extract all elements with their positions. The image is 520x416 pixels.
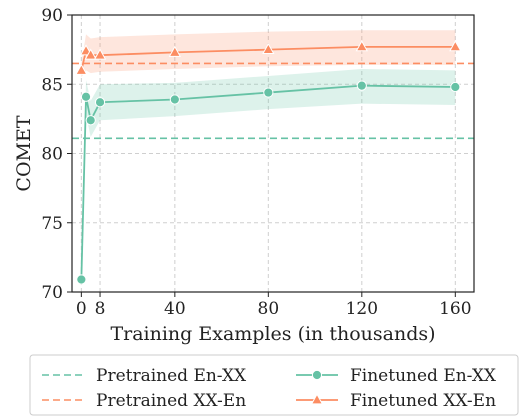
marker-finetuned-xx-en — [449, 40, 462, 52]
legend-label: Pretrained En-XX — [96, 366, 247, 386]
legend-marker — [311, 369, 323, 381]
marker-finetuned-en-xx — [450, 81, 461, 93]
legend-box — [29, 354, 519, 416]
x-axis-label: Training Examples (in thousands) — [110, 323, 435, 345]
marker-finetuned-xx-en — [262, 43, 275, 55]
marker-finetuned-en-xx — [94, 97, 106, 108]
x-tick-label: 120 — [346, 299, 378, 319]
legend-item-pretrained-xx-en: Pretrained XX-En — [42, 391, 246, 411]
marker-finetuned-xx-en — [93, 48, 107, 60]
marker-finetuned-xx-en — [75, 63, 88, 75]
reference-lines — [72, 62, 474, 140]
marker-finetuned-en-xx — [263, 87, 274, 98]
marker-finetuned-en-xx — [85, 115, 96, 126]
legend-item-finetuned-en-xx: Finetuned En-XX — [296, 366, 497, 386]
legend: Pretrained En-XX Finetuned En-XX Pretraine… — [29, 354, 519, 416]
axis-ticks: 0 8 40 80 120 160 70 75 80 85 90 — [41, 6, 471, 319]
marker-finetuned-en-xx — [76, 274, 87, 285]
legend-marker — [310, 393, 324, 405]
legend-item-finetuned-xx-en: Finetuned XX-En — [296, 391, 496, 411]
marker-finetuned-xx-en — [84, 48, 97, 60]
marker-finetuned-xx-en — [168, 45, 182, 57]
x-tick-label: 160 — [439, 299, 471, 319]
legend-item-pretrained-en-xx: Pretrained En-XX — [42, 366, 247, 386]
marker-finetuned-en-xx — [356, 80, 367, 91]
marker-finetuned-en-xx — [169, 94, 180, 105]
y-tick-label: 90 — [41, 6, 63, 26]
marker-finetuned-en-xx — [80, 91, 92, 102]
legend-label: Finetuned XX-En — [350, 391, 496, 411]
y-tick-label: 75 — [41, 214, 63, 234]
x-tick-label: 40 — [164, 299, 186, 319]
y-tick-label: 70 — [41, 283, 63, 303]
y-tick-label: 80 — [41, 145, 63, 165]
x-tick-label: 0 — [76, 299, 87, 319]
y-axis-label: COMET — [13, 115, 35, 191]
legend-label: Pretrained XX-En — [96, 391, 246, 411]
x-tick-label: 8 — [95, 299, 106, 319]
band-finetuned-en-xx — [81, 69, 456, 280]
legend-label: Finetuned En-XX — [350, 366, 497, 386]
y-tick-label: 85 — [41, 75, 63, 95]
series-markers — [75, 40, 462, 285]
x-tick-label: 80 — [258, 299, 280, 319]
marker-finetuned-xx-en — [355, 40, 368, 52]
